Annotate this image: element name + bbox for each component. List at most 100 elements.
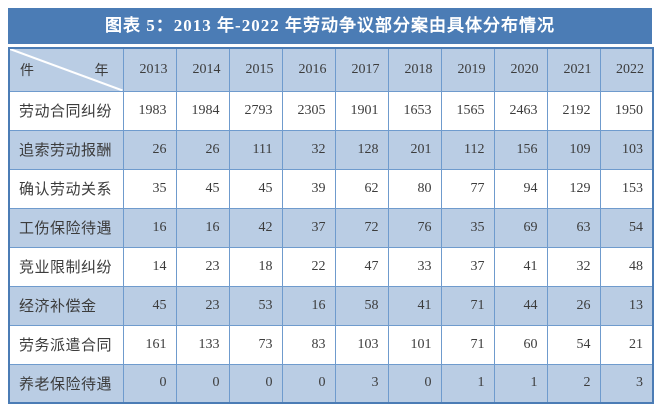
value-cell: 39 [281, 168, 336, 209]
table-row: 劳务派遣合同 161 133 73 83 103 101 71 60 54 21 [8, 324, 654, 365]
table-row: 追索劳动报酬 26 26 111 32 128 201 112 156 109 103 [8, 129, 654, 170]
value-cell: 22 [281, 246, 336, 287]
value-cell: 2463 [493, 90, 548, 131]
value-cell: 72 [334, 207, 389, 248]
value-cell: 63 [546, 207, 601, 248]
year-header-2016: 2016 [281, 47, 336, 92]
value-cell: 21 [599, 324, 654, 365]
value-cell: 0 [281, 363, 336, 404]
value-cell: 23 [175, 246, 230, 287]
value-cell: 33 [387, 246, 442, 287]
value-cell: 47 [334, 246, 389, 287]
row-label: 追索劳动报酬 [8, 129, 124, 170]
value-cell: 80 [387, 168, 442, 209]
year-header-2014: 2014 [175, 47, 230, 92]
corner-cell: 件 年 [8, 47, 124, 92]
value-cell: 1 [493, 363, 548, 404]
table-row: 养老保险待遇 0 0 0 0 3 0 1 1 2 3 [8, 363, 654, 404]
value-cell: 32 [281, 129, 336, 170]
value-cell: 128 [334, 129, 389, 170]
labor-dispute-table: 件 年 2013 2014 2015 2016 2017 2018 2019 2020 2021… [8, 47, 654, 404]
value-cell: 0 [175, 363, 230, 404]
value-cell: 161 [122, 324, 177, 365]
value-cell: 103 [334, 324, 389, 365]
value-cell: 53 [228, 285, 283, 326]
value-cell: 41 [387, 285, 442, 326]
value-cell: 48 [599, 246, 654, 287]
row-label: 经济补偿金 [8, 285, 124, 326]
row-label: 确认劳动关系 [8, 168, 124, 209]
value-cell: 71 [440, 285, 495, 326]
table-row: 工伤保险待遇 16 16 42 37 72 76 35 69 63 54 [8, 207, 654, 248]
value-cell: 153 [599, 168, 654, 209]
value-cell: 83 [281, 324, 336, 365]
value-cell: 2793 [228, 90, 283, 131]
figure-title: 图表 5：2013 年-2022 年劳动争议部分案由具体分布情况 [8, 8, 652, 44]
value-cell: 18 [228, 246, 283, 287]
value-cell: 133 [175, 324, 230, 365]
value-cell: 14 [122, 246, 177, 287]
value-cell: 26 [175, 129, 230, 170]
row-label: 劳务派遣合同 [8, 324, 124, 365]
value-cell: 129 [546, 168, 601, 209]
value-cell: 35 [440, 207, 495, 248]
value-cell: 156 [493, 129, 548, 170]
value-cell: 101 [387, 324, 442, 365]
value-cell: 103 [599, 129, 654, 170]
table-row: 劳动合同纠纷 1983 1984 2793 2305 1901 1653 1565 2463 21… [8, 90, 654, 131]
value-cell: 23 [175, 285, 230, 326]
header-row: 件 年 2013 2014 2015 2016 2017 2018 2019 2020 2021… [8, 47, 654, 92]
value-cell: 37 [440, 246, 495, 287]
value-cell: 2305 [281, 90, 336, 131]
value-cell: 35 [122, 168, 177, 209]
value-cell: 1983 [122, 90, 177, 131]
year-header-2018: 2018 [387, 47, 442, 92]
value-cell: 3 [599, 363, 654, 404]
value-cell: 109 [546, 129, 601, 170]
year-header-2015: 2015 [228, 47, 283, 92]
value-cell: 26 [546, 285, 601, 326]
value-cell: 54 [546, 324, 601, 365]
value-cell: 60 [493, 324, 548, 365]
year-header-2022: 2022 [599, 47, 654, 92]
value-cell: 16 [122, 207, 177, 248]
diagonal-divider-icon [10, 49, 123, 91]
year-header-2021: 2021 [546, 47, 601, 92]
value-cell: 201 [387, 129, 442, 170]
value-cell: 54 [599, 207, 654, 248]
value-cell: 37 [281, 207, 336, 248]
value-cell: 112 [440, 129, 495, 170]
row-label: 工伤保险待遇 [8, 207, 124, 248]
value-cell: 0 [228, 363, 283, 404]
value-cell: 73 [228, 324, 283, 365]
value-cell: 42 [228, 207, 283, 248]
value-cell: 94 [493, 168, 548, 209]
value-cell: 45 [122, 285, 177, 326]
value-cell: 13 [599, 285, 654, 326]
value-cell: 44 [493, 285, 548, 326]
value-cell: 62 [334, 168, 389, 209]
value-cell: 41 [493, 246, 548, 287]
table-row: 竞业限制纠纷 14 23 18 22 47 33 37 41 32 48 [8, 246, 654, 287]
row-label: 养老保险待遇 [8, 363, 124, 404]
value-cell: 1653 [387, 90, 442, 131]
value-cell: 69 [493, 207, 548, 248]
value-cell: 71 [440, 324, 495, 365]
year-header-2013: 2013 [122, 47, 177, 92]
value-cell: 1901 [334, 90, 389, 131]
row-label: 竞业限制纠纷 [8, 246, 124, 287]
value-cell: 1984 [175, 90, 230, 131]
value-cell: 76 [387, 207, 442, 248]
value-cell: 1565 [440, 90, 495, 131]
table-row: 确认劳动关系 35 45 45 39 62 80 77 94 129 153 [8, 168, 654, 209]
table-body: 劳动合同纠纷 1983 1984 2793 2305 1901 1653 1565 2463 21… [8, 90, 654, 404]
value-cell: 0 [122, 363, 177, 404]
value-cell: 111 [228, 129, 283, 170]
value-cell: 32 [546, 246, 601, 287]
value-cell: 77 [440, 168, 495, 209]
corner-col-dimension-label: 年 [94, 63, 109, 79]
value-cell: 58 [334, 285, 389, 326]
value-cell: 2 [546, 363, 601, 404]
value-cell: 1 [440, 363, 495, 404]
